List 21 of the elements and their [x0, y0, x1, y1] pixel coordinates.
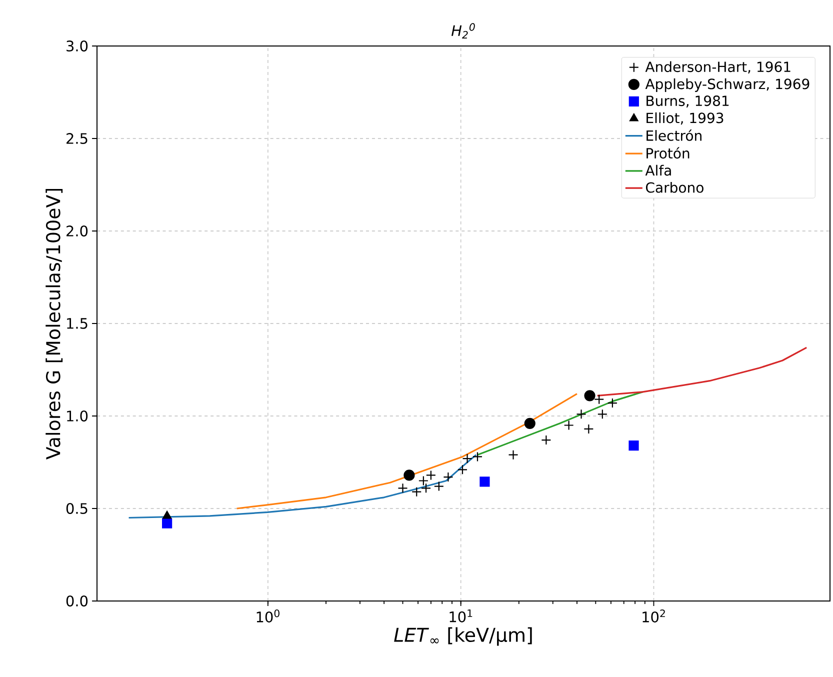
legend-label: Electrón [646, 129, 702, 141]
y-axis-title: Valores G [Moleculas/100eV] [46, 188, 63, 460]
x-axis-title: LET$_{∞}$ [keV/µm] [394, 627, 532, 646]
y-tick-label: 0.0 [66, 596, 88, 606]
chart-title: H$_{2}$0 [451, 23, 475, 38]
y-tick-label: 2.0 [66, 226, 88, 236]
x-tick-label: 10$^{0}$ [256, 610, 280, 622]
y-tick-label: 3.0 [66, 40, 88, 52]
y-tick-label: 0.5 [66, 503, 88, 514]
y-tick-label: 1.0 [67, 410, 88, 422]
x-tick-label: 10$^{2}$ [642, 610, 665, 622]
legend-label: Appleby-Schwarz, 1969 [645, 78, 810, 92]
y-tick-label: 1.5 [67, 318, 88, 329]
legend-label: Anderson-Hart, 1961 [645, 61, 790, 74]
legend-label: Alfa [645, 164, 671, 176]
legend-label: Burns, 1981 [646, 96, 729, 108]
legend-label: Elliot, 1993 [646, 112, 724, 125]
x-tick-label: 10$^{1}$ [450, 610, 472, 622]
y-tick-label: 2.5 [66, 133, 88, 144]
legend-label: Carbono [646, 182, 704, 193]
legend-label: Protón [646, 147, 690, 159]
